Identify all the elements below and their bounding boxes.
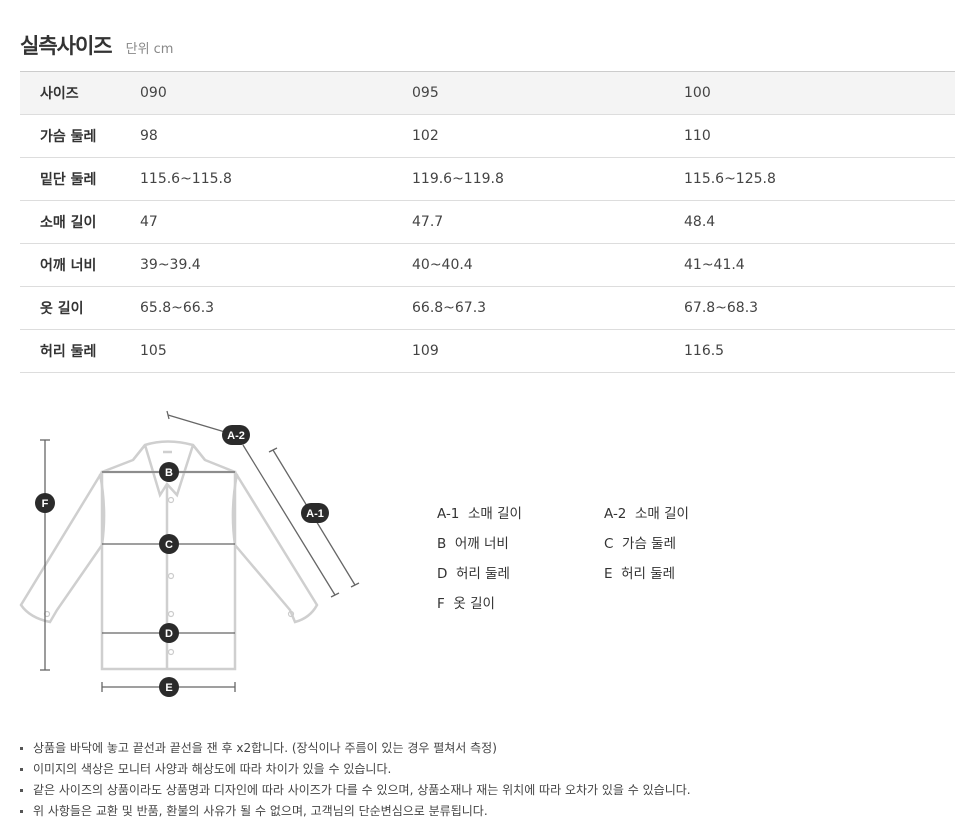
cell: 100	[684, 85, 711, 101]
section-header: 실측사이즈 단위 cm	[20, 30, 173, 60]
legend-key: C	[604, 536, 614, 552]
cell: 119.6~119.8	[412, 171, 504, 187]
svg-text:E: E	[165, 682, 172, 694]
legend-key: A-2	[604, 506, 627, 522]
cell: 98	[140, 128, 158, 144]
row-label: 어깨 너비	[40, 258, 97, 274]
marker-a-2: A-2	[222, 425, 250, 445]
size-table: 사이즈 090 095 100 가슴 둘레 98 102 110 밑단 둘레 115.6~115.…	[20, 71, 955, 373]
note-item: 상품을 바닥에 놓고 끝선과 끝선을 잰 후 x2합니다. (장식이나 주름이 …	[20, 739, 691, 760]
cell: 110	[684, 128, 711, 144]
cell: 115.6~115.8	[140, 171, 232, 187]
legend-text: 소매 길이	[635, 506, 689, 522]
legend-item: E 허리 둘레	[604, 562, 675, 582]
legend-item: D 허리 둘레	[437, 562, 510, 582]
svg-text:F: F	[42, 498, 49, 510]
legend-text: 허리 둘레	[456, 566, 510, 582]
legend-text: 소매 길이	[468, 506, 522, 522]
table-row: 어깨 너비 39~39.4 40~40.4 41~41.4	[20, 244, 955, 287]
cell: 48.4	[684, 214, 716, 230]
cell: 105	[140, 343, 167, 359]
table-row: 밑단 둘레 115.6~115.8 119.6~119.8 115.6~125.8	[20, 158, 955, 201]
legend-item: C 가슴 둘레	[604, 532, 676, 552]
cell: 102	[412, 128, 439, 144]
cell: 095	[412, 85, 439, 101]
cell: 65.8~66.3	[140, 300, 215, 316]
note-item: 같은 사이즈의 상품이라도 상품명과 디자인에 따라 사이즈가 다를 수 있으며…	[20, 781, 691, 802]
legend-key: A-1	[437, 506, 460, 522]
unit-label: 단위 cm	[125, 42, 174, 57]
row-label: 밑단 둘레	[40, 172, 97, 188]
legend-key: F	[437, 596, 445, 612]
table-row: 소매 길이 47 47.7 48.4	[20, 201, 955, 244]
row-label: 사이즈	[40, 86, 79, 102]
legend-item: A-2 소매 길이	[604, 502, 689, 522]
table-row: 가슴 둘레 98 102 110	[20, 115, 955, 158]
legend-item: A-1 소매 길이	[437, 502, 522, 522]
note-item: 위 사항들은 교환 및 반품, 환불의 사유가 될 수 없으며, 고객님의 단순…	[20, 802, 691, 823]
legend-item: F 옷 길이	[437, 592, 495, 612]
table-row: 옷 길이 65.8~66.3 66.8~67.3 67.8~68.3	[20, 287, 955, 330]
legend-key: B	[437, 536, 447, 552]
marker-b: B	[159, 462, 179, 482]
row-label: 허리 둘레	[40, 344, 97, 360]
cell: 67.8~68.3	[684, 300, 759, 316]
legend-text: 가슴 둘레	[622, 536, 677, 552]
legend-item: B 어깨 너비	[437, 532, 509, 552]
note-item: 이미지의 색상은 모니터 사양과 해상도에 따라 차이가 있을 수 있습니다.	[20, 760, 691, 781]
svg-text:C: C	[165, 539, 173, 551]
svg-text:B: B	[165, 467, 173, 479]
cell: 47	[140, 214, 158, 230]
cell: 40~40.4	[412, 257, 473, 273]
marker-f: F	[35, 493, 55, 513]
svg-text:A-1: A-1	[306, 508, 324, 520]
notes-list: 상품을 바닥에 놓고 끝선과 끝선을 잰 후 x2합니다. (장식이나 주름이 …	[20, 739, 691, 823]
page-title: 실측사이즈	[20, 34, 113, 58]
legend-key: E	[604, 566, 613, 582]
marker-e: E	[159, 677, 179, 697]
table-row: 허리 둘레 105 109 116.5	[20, 330, 955, 373]
legend-text: 어깨 너비	[454, 536, 509, 552]
cell: 41~41.4	[684, 257, 745, 273]
svg-text:A-2: A-2	[227, 430, 245, 442]
cell: 116.5	[684, 343, 725, 359]
cell: 66.8~67.3	[412, 300, 487, 316]
marker-c: C	[159, 534, 179, 554]
legend-text: 허리 둘레	[621, 566, 676, 582]
row-label: 소매 길이	[40, 215, 97, 231]
shirt-diagram: A-1 A-2 B C D E F	[19, 410, 360, 697]
cell: 47.7	[412, 214, 444, 230]
svg-text:D: D	[165, 628, 173, 640]
cell: 115.6~125.8	[684, 171, 776, 187]
row-label: 옷 길이	[40, 301, 84, 317]
row-label: 가슴 둘레	[40, 129, 97, 145]
marker-d: D	[159, 623, 179, 643]
table-header-row: 사이즈 090 095 100	[20, 71, 955, 115]
marker-a-1: A-1	[301, 503, 329, 523]
legend-text: 옷 길이	[453, 596, 495, 612]
legend-key: D	[437, 566, 448, 582]
cell: 39~39.4	[140, 257, 201, 273]
cell: 109	[412, 343, 439, 359]
cell: 090	[140, 85, 167, 101]
